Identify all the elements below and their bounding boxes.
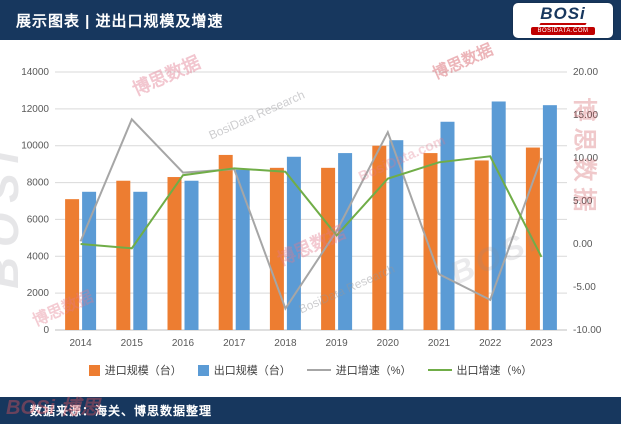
logo-domain-text: BOSIDATA.COM — [531, 26, 595, 35]
x-axis-tick-label: 2020 — [377, 338, 400, 349]
right-axis-tick-label: -5.00 — [573, 282, 596, 293]
x-axis-tick-label: 2019 — [325, 338, 348, 349]
bar — [116, 180, 131, 330]
bar — [338, 153, 353, 330]
bar — [218, 154, 233, 330]
x-axis-tick-label: 2017 — [223, 338, 246, 349]
legend-label: 进口增速（%） — [335, 365, 412, 377]
left-axis-tick-label: 2000 — [27, 288, 50, 299]
bar — [184, 180, 199, 330]
left-axis-tick-label: 12000 — [21, 104, 49, 115]
x-axis-tick-label: 2023 — [530, 338, 553, 349]
bar — [491, 101, 506, 330]
legend-swatch-line — [306, 369, 331, 371]
bar — [133, 191, 148, 330]
footer-bar: 数据来源：海关、博思数据整理 — [0, 397, 621, 424]
chart-legend: 进口规模（台） 出口规模（台） 进口增速（%） 出口增速（%） — [0, 362, 621, 378]
bar — [389, 140, 404, 330]
bar — [286, 156, 301, 330]
legend-swatch-bar — [197, 364, 209, 376]
x-axis-tick-label: 2021 — [428, 338, 451, 349]
legend-label: 出口规模（台） — [213, 365, 291, 377]
x-axis-tick-label: 2016 — [172, 338, 195, 349]
bar — [542, 105, 557, 331]
bar — [167, 177, 182, 330]
bosidata-logo: BOSi BOSIDATA.COM — [513, 2, 613, 38]
right-axis-tick-label: -10.00 — [573, 325, 602, 336]
legend-label: 出口增速（%） — [456, 365, 533, 377]
legend-item: 出口规模（台） — [197, 362, 291, 378]
bar — [440, 121, 455, 330]
logo-brand-text: BOSi — [540, 3, 586, 23]
right-axis-tick-label: 15.00 — [573, 110, 598, 121]
left-axis-tick-label: 4000 — [27, 251, 50, 262]
right-axis-tick-label: 20.00 — [573, 67, 598, 78]
header-bar: 展示图表 | 进出口规模及增速 BOSi BOSIDATA.COM — [0, 0, 621, 40]
growth-line — [79, 117, 543, 311]
legend-label: 进口规模（台） — [104, 365, 182, 377]
left-axis-tick-label: 8000 — [27, 178, 50, 189]
bar — [235, 169, 250, 330]
bar — [269, 167, 284, 330]
right-axis-tick-label: 10.00 — [573, 153, 598, 164]
left-axis-tick-label: 6000 — [27, 214, 50, 225]
x-axis-tick-label: 2014 — [69, 338, 92, 349]
legend-swatch-line — [427, 369, 452, 371]
legend-item: 进口规模（台） — [88, 362, 182, 378]
x-axis-tick-label: 2015 — [121, 338, 144, 349]
data-source-text: 数据来源：海关、博思数据整理 — [30, 404, 213, 418]
right-axis-tick-label: 0.00 — [573, 239, 593, 250]
bar — [321, 167, 336, 330]
bar — [82, 191, 97, 330]
legend-item: 进口增速（%） — [306, 362, 412, 378]
growth-line — [80, 155, 543, 258]
combo-chart: 0 2000 4000 6000 8000 10000 12000 14000 -10.00 -5… — [21, 67, 602, 349]
x-axis-tick-label: 2018 — [274, 338, 297, 349]
left-axis-tick-label: 0 — [43, 325, 49, 336]
right-axis-tick-label: 5.00 — [573, 196, 593, 207]
bar — [65, 199, 80, 330]
chart-area: 0 2000 4000 6000 8000 10000 12000 14000 -10.00 -5… — [0, 40, 621, 397]
left-axis-tick-label: 14000 — [21, 67, 49, 78]
bar — [372, 145, 387, 330]
bar — [474, 160, 489, 330]
legend-swatch-bar — [88, 364, 100, 376]
bar — [423, 153, 438, 330]
legend-item: 出口增速（%） — [427, 362, 533, 378]
left-axis-tick-label: 10000 — [21, 141, 49, 152]
x-axis-tick-label: 2022 — [479, 338, 502, 349]
logo-swoosh-shape — [539, 22, 587, 25]
page-title: 展示图表 | 进出口规模及增速 — [16, 12, 224, 30]
